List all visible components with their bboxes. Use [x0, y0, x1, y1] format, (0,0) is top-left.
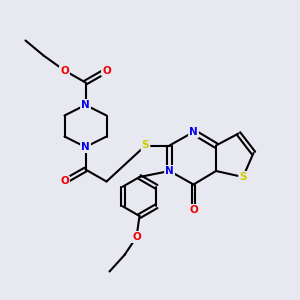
Text: N: N — [165, 166, 174, 176]
Text: O: O — [189, 205, 198, 215]
Text: O: O — [132, 232, 141, 242]
Text: O: O — [102, 65, 111, 76]
Text: S: S — [142, 140, 149, 151]
Text: O: O — [60, 65, 69, 76]
Text: S: S — [239, 172, 247, 182]
Text: N: N — [81, 142, 90, 152]
Text: N: N — [189, 127, 198, 137]
Text: O: O — [60, 176, 69, 187]
Text: N: N — [81, 100, 90, 110]
